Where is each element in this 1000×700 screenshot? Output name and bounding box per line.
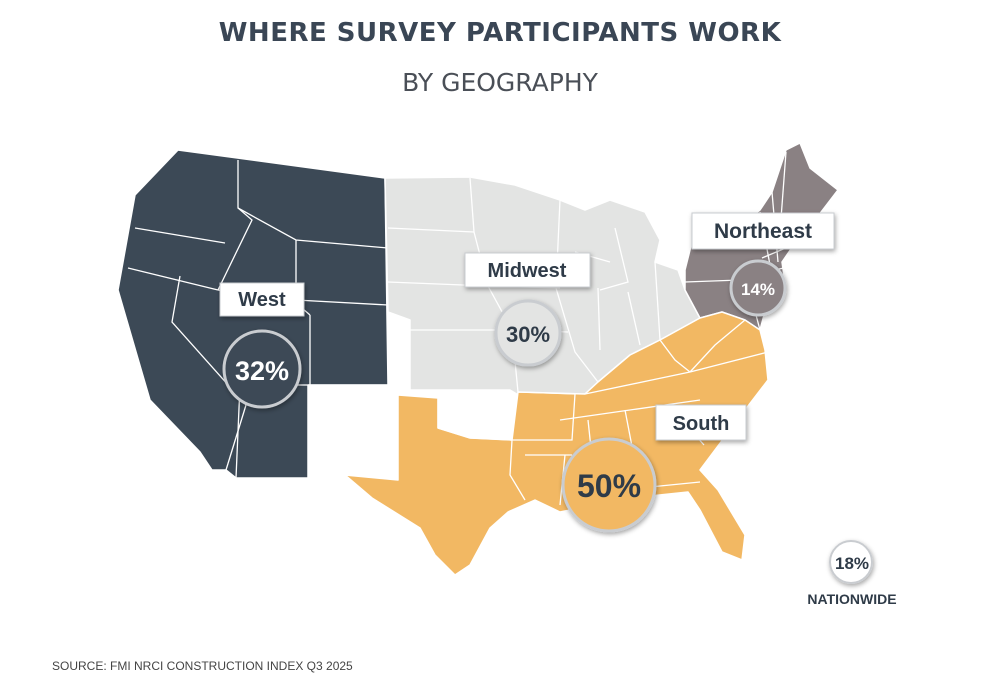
label-northeast-text: Northeast <box>714 220 812 243</box>
bubble-west-value: 32% <box>235 356 289 386</box>
label-west-text: West <box>238 289 286 311</box>
bubble-northeast-value: 14% <box>741 280 775 299</box>
source-note: SOURCE: FMI NRCI CONSTRUCTION INDEX Q3 2… <box>52 659 353 673</box>
nationwide-value: 18% <box>835 554 869 573</box>
chart-title: WHERE SURVEY PARTICIPANTS WORK <box>218 18 782 48</box>
nationwide-label: NATIONWIDE <box>807 591 896 607</box>
label-midwest: Midwest <box>464 252 591 288</box>
chart-subtitle: BY GEOGRAPHY <box>402 68 598 97</box>
label-northeast: Northeast <box>691 212 835 250</box>
bubble-west: 32% <box>222 329 302 409</box>
nationwide-indicator: 18% NATIONWIDE <box>807 540 897 607</box>
bubble-south: 50% <box>561 437 657 533</box>
label-midwest-text: Midwest <box>488 260 567 282</box>
label-west: West <box>219 282 305 317</box>
bubble-northeast: 14% <box>729 259 787 317</box>
bubble-south-value: 50% <box>577 468 641 504</box>
bubble-midwest-value: 30% <box>506 322 550 347</box>
label-south: South <box>655 404 747 441</box>
bubble-midwest: 30% <box>494 299 562 367</box>
label-south-text: South <box>673 413 730 435</box>
